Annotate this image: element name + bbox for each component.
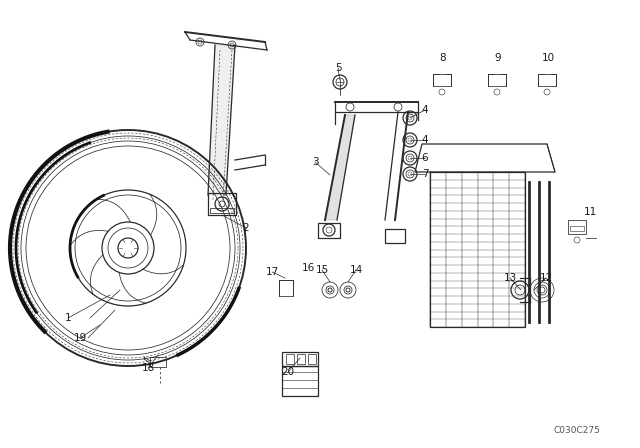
Text: 4: 4 [422, 135, 428, 145]
Text: 2: 2 [243, 223, 250, 233]
Text: 16: 16 [301, 263, 315, 273]
Text: 17: 17 [266, 267, 278, 277]
Bar [286, 354, 294, 364]
Text: 5: 5 [335, 63, 341, 73]
Text: 4: 4 [422, 105, 428, 115]
Text: 20: 20 [282, 367, 294, 377]
Text: 8: 8 [440, 53, 446, 63]
Bar [150, 357, 166, 367]
Text: 10: 10 [541, 53, 555, 63]
Text: 18: 18 [141, 363, 155, 373]
Text: 14: 14 [349, 265, 363, 275]
Bar [282, 352, 318, 366]
Bar [570, 226, 584, 231]
Bar [318, 223, 340, 238]
Bar [568, 220, 586, 234]
Text: C030C275: C030C275 [553, 426, 600, 435]
Bar [433, 74, 451, 86]
Bar [538, 74, 556, 86]
Bar [208, 193, 236, 215]
Bar [279, 280, 293, 296]
Text: 15: 15 [316, 265, 328, 275]
Text: 6: 6 [422, 153, 428, 163]
Text: 7: 7 [422, 169, 428, 179]
Polygon shape [325, 115, 355, 220]
Bar [430, 172, 525, 327]
Text: 19: 19 [74, 333, 86, 343]
Text: 13: 13 [504, 273, 516, 283]
Bar [297, 354, 305, 364]
Text: 9: 9 [495, 53, 501, 63]
Polygon shape [208, 45, 235, 195]
Bar [282, 366, 318, 396]
Text: 1: 1 [65, 313, 71, 323]
Bar [308, 354, 316, 364]
Bar [210, 208, 234, 213]
Text: 11: 11 [584, 207, 596, 217]
Text: 3: 3 [312, 157, 318, 167]
Text: 12: 12 [540, 273, 552, 283]
Bar [385, 229, 405, 243]
Bar [488, 74, 506, 86]
